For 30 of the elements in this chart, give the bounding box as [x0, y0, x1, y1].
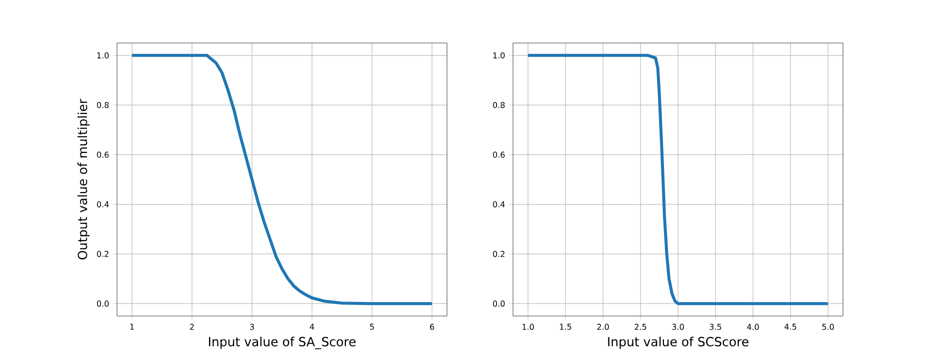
y-tick-label: 0.8 [97, 102, 109, 108]
x-tick-label: 1.0 [522, 324, 534, 330]
y-tick-label: 0.8 [493, 102, 505, 108]
x-tick-label: 4.5 [784, 324, 796, 330]
y-axis-title: Output value of multiplier [78, 98, 90, 260]
y-tick-label: 1.0 [493, 52, 505, 58]
y-tick-label: 1.0 [97, 52, 109, 58]
x-tick-label: 4 [310, 324, 314, 330]
x-tick-label: 4.0 [747, 324, 759, 330]
x-tick-label: 2.5 [634, 324, 646, 330]
y-tick-label: 0.2 [97, 250, 108, 257]
x-tick-label: 5 [370, 324, 374, 330]
y-tick-label: 0.4 [97, 201, 109, 208]
x-axis-title: Input value of SA_Score [209, 336, 356, 350]
x-tick-label: 6 [430, 324, 434, 330]
x-tick-label: 2 [190, 324, 194, 330]
y-tick-label: 0.6 [493, 152, 505, 158]
y-tick-label: 0.2 [493, 250, 504, 257]
x-tick-label: 1 [130, 324, 134, 330]
x-tick-label: 2.0 [597, 324, 609, 330]
x-tick-label: 5.0 [822, 324, 834, 330]
y-tick-label: 0.0 [493, 300, 505, 307]
x-tick-label: 1.5 [560, 324, 572, 330]
y-tick-label: 0.6 [97, 152, 109, 158]
y-tick-label: 0.4 [493, 201, 505, 208]
x-tick-label: 3.5 [710, 324, 722, 330]
y-tick-label: 0.0 [97, 300, 109, 307]
x-tick-label: 3 [250, 324, 254, 330]
x-axis-title: Input value of SCScore [608, 336, 748, 349]
x-tick-label: 3.0 [672, 324, 684, 330]
